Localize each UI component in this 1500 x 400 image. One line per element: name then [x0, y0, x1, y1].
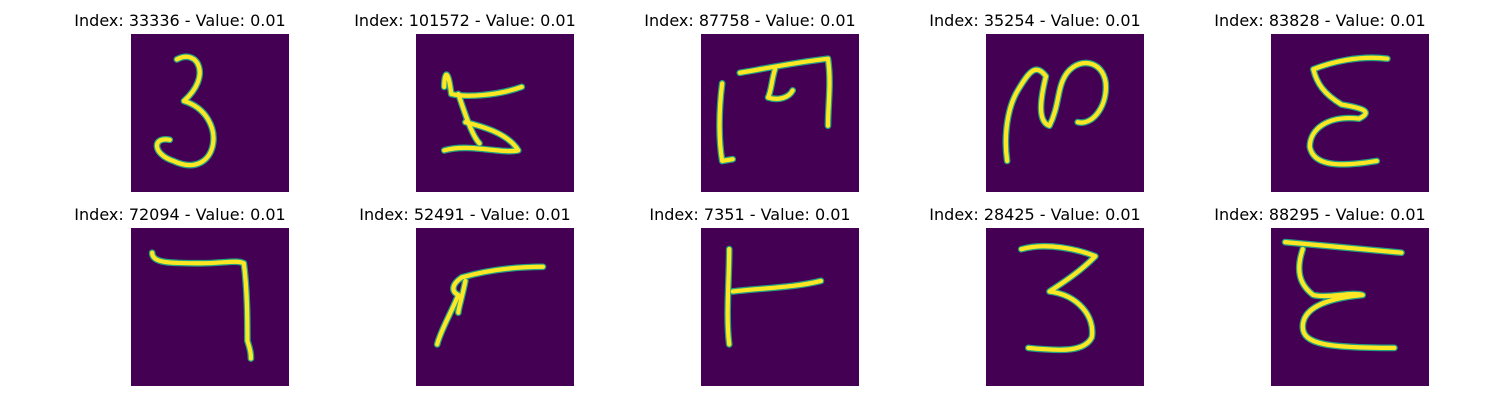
handwritten-glyph-image: [986, 228, 1144, 386]
digit-panel: Index: 72094 - Value: 0.01: [30, 194, 330, 386]
panel-title: Index: 87758 - Value: 0.01: [644, 11, 856, 30]
handwritten-glyph-image: [416, 34, 574, 192]
panel-title: Index: 35254 - Value: 0.01: [929, 11, 1141, 30]
panel-title: Index: 7351 - Value: 0.01: [649, 205, 851, 224]
handwritten-glyph-image: [986, 34, 1144, 192]
panel-title: Index: 33336 - Value: 0.01: [74, 11, 286, 30]
handwritten-glyph-image: [701, 34, 859, 192]
handwritten-glyph-image: [1271, 34, 1429, 192]
digit-panel: Index: 83828 - Value: 0.01: [1170, 0, 1470, 192]
panel-title: Index: 88295 - Value: 0.01: [1214, 205, 1426, 224]
handwritten-glyph-image: [416, 228, 574, 386]
panel-title: Index: 83828 - Value: 0.01: [1214, 11, 1426, 30]
digit-panel: Index: 28425 - Value: 0.01: [885, 194, 1185, 386]
panel-title: Index: 72094 - Value: 0.01: [74, 205, 286, 224]
digit-panel: Index: 88295 - Value: 0.01: [1170, 194, 1470, 386]
handwritten-glyph-image: [701, 228, 859, 386]
handwritten-glyph-image: [131, 228, 289, 386]
digit-panel: Index: 7351 - Value: 0.01: [600, 194, 900, 386]
digit-panel: Index: 33336 - Value: 0.01: [30, 0, 330, 192]
panel-title: Index: 28425 - Value: 0.01: [929, 205, 1141, 224]
panel-title: Index: 52491 - Value: 0.01: [359, 205, 571, 224]
digit-panel: Index: 87758 - Value: 0.01: [600, 0, 900, 192]
handwritten-glyph-image: [1271, 228, 1429, 386]
digit-panel: Index: 101572 - Value: 0.01: [315, 0, 615, 192]
panel-title: Index: 101572 - Value: 0.01: [354, 11, 576, 30]
handwritten-glyph-image: [131, 34, 289, 192]
digit-panel: Index: 52491 - Value: 0.01: [315, 194, 615, 386]
digit-panel: Index: 35254 - Value: 0.01: [885, 0, 1185, 192]
